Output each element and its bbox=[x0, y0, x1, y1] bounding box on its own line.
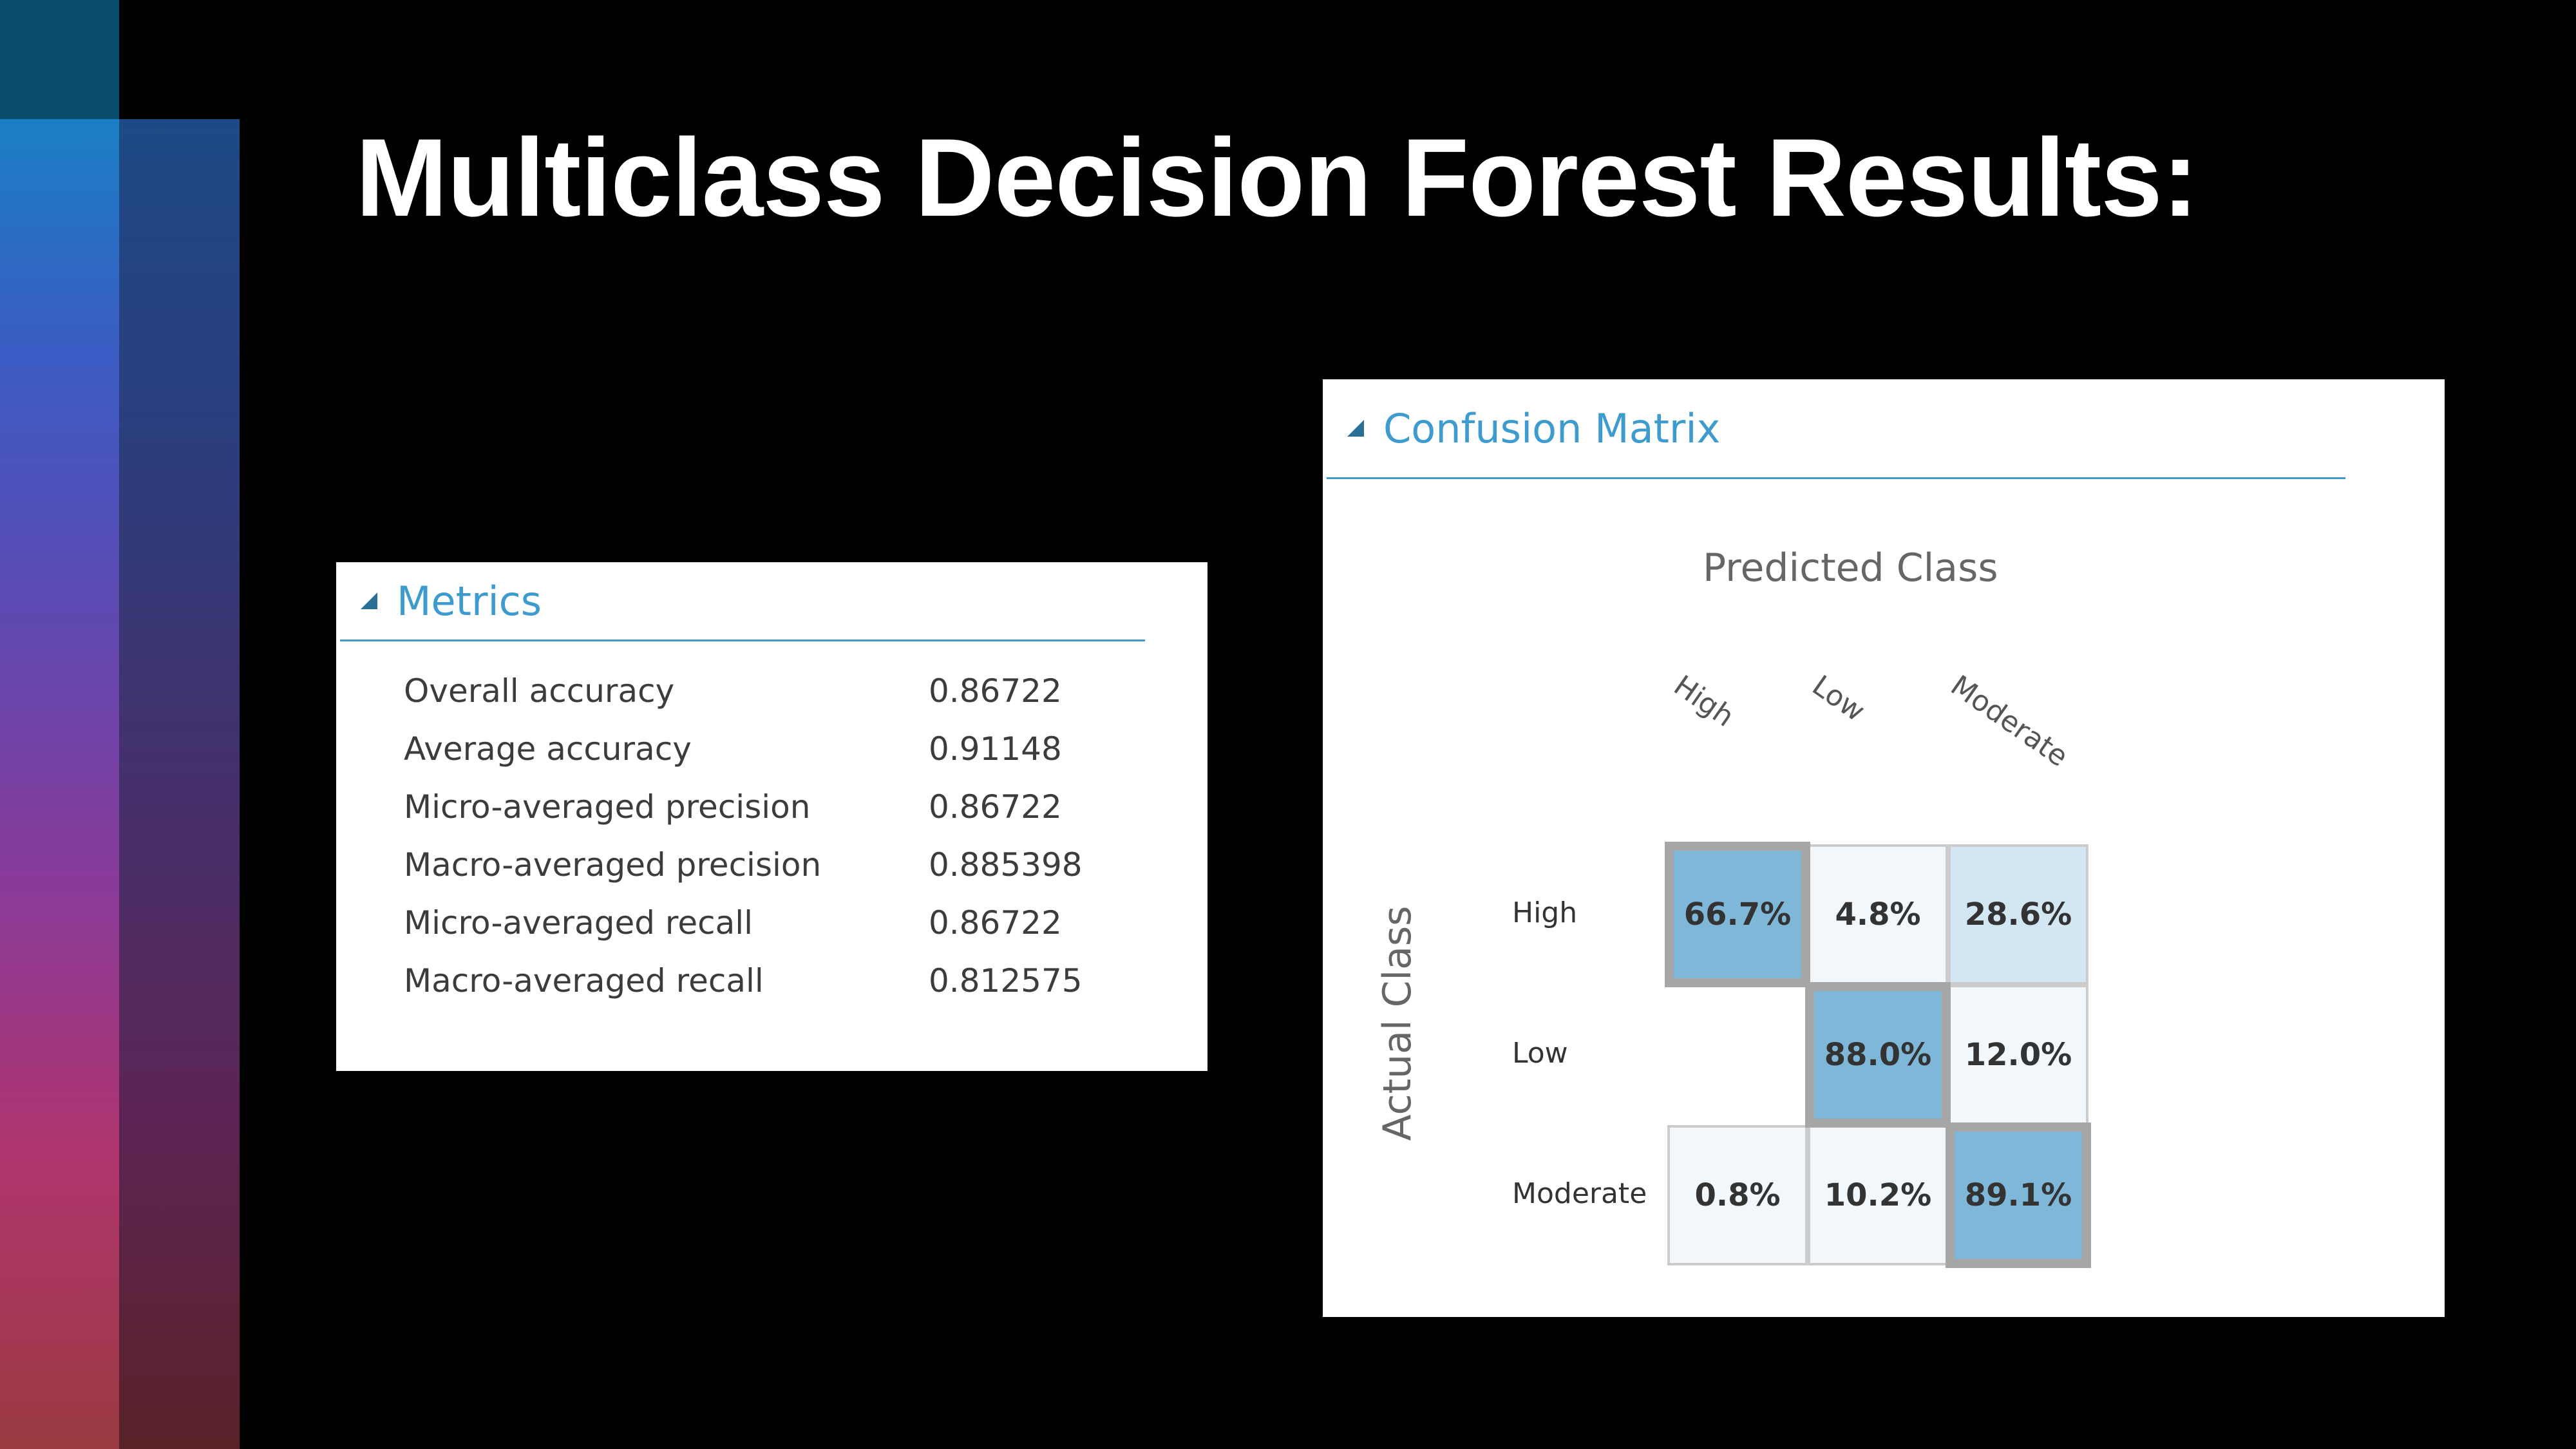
matrix-cell bbox=[1667, 985, 1808, 1125]
metrics-row: Macro-averaged recall 0.812575 bbox=[404, 952, 1083, 1010]
metrics-row: Macro-averaged precision 0.885398 bbox=[404, 836, 1083, 894]
metrics-row: Micro-averaged recall 0.86722 bbox=[404, 894, 1083, 952]
metric-value: 0.86722 bbox=[929, 788, 1062, 826]
actual-class-low: Low bbox=[1512, 1037, 1568, 1070]
metrics-row: Micro-averaged precision 0.86722 bbox=[404, 778, 1083, 836]
predicted-class-low: Low bbox=[1806, 669, 1871, 728]
metric-label: Macro-averaged recall bbox=[404, 962, 764, 999]
decor-bar-gradient-left bbox=[0, 119, 119, 1449]
metric-value: 0.86722 bbox=[929, 672, 1062, 710]
metric-value: 0.812575 bbox=[929, 962, 1083, 999]
matrix-cell: 89.1% bbox=[1946, 1122, 2091, 1268]
predicted-class-label: Predicted Class bbox=[1703, 545, 1998, 591]
confusion-matrix-panel: Confusion Matrix Predicted Class Actual … bbox=[1323, 379, 2445, 1317]
actual-class-label: Actual Class bbox=[1375, 905, 1420, 1141]
metric-label: Macro-averaged precision bbox=[404, 846, 822, 884]
predicted-class-high: High bbox=[1667, 669, 1740, 734]
matrix-cell: 4.8% bbox=[1808, 844, 1948, 985]
confusion-matrix-header[interactable]: Confusion Matrix bbox=[1327, 379, 2345, 479]
metrics-panel: Metrics Overall accuracy 0.86722 Average a… bbox=[336, 562, 1208, 1071]
slide-title: Multiclass Decision Forest Results: bbox=[355, 116, 2199, 240]
predicted-class-moderate: Moderate bbox=[1944, 669, 2074, 773]
metric-label: Overall accuracy bbox=[404, 672, 675, 710]
metric-value: 0.885398 bbox=[929, 846, 1083, 884]
decor-bar-gradient-right bbox=[119, 119, 240, 1449]
actual-class-high: High bbox=[1512, 896, 1578, 929]
metric-label: Micro-averaged precision bbox=[404, 788, 811, 826]
confusion-matrix-title: Confusion Matrix bbox=[1383, 404, 1721, 452]
matrix-cell: 10.2% bbox=[1808, 1125, 1948, 1265]
matrix-cell: 88.0% bbox=[1805, 982, 1951, 1128]
matrix-cell: 66.7% bbox=[1665, 842, 1810, 987]
metrics-title: Metrics bbox=[397, 577, 542, 625]
matrix-cell: 12.0% bbox=[1948, 985, 2088, 1125]
collapse-triangle-icon[interactable] bbox=[1347, 420, 1364, 437]
metric-value: 0.91148 bbox=[929, 730, 1062, 768]
metrics-row: Average accuracy 0.91148 bbox=[404, 720, 1083, 778]
metric-label: Micro-averaged recall bbox=[404, 904, 753, 942]
decor-bar-top bbox=[0, 0, 119, 119]
actual-class-moderate: Moderate bbox=[1512, 1177, 1647, 1210]
matrix-cell: 28.6% bbox=[1948, 844, 2088, 985]
metrics-header[interactable]: Metrics bbox=[340, 562, 1145, 641]
collapse-triangle-icon[interactable] bbox=[361, 592, 377, 609]
matrix-cell: 0.8% bbox=[1667, 1125, 1808, 1265]
metrics-table: Overall accuracy 0.86722 Average accuracy 0… bbox=[404, 662, 1083, 1010]
metrics-row: Overall accuracy 0.86722 bbox=[404, 662, 1083, 720]
metric-value: 0.86722 bbox=[929, 904, 1062, 942]
metric-label: Average accuracy bbox=[404, 730, 692, 768]
